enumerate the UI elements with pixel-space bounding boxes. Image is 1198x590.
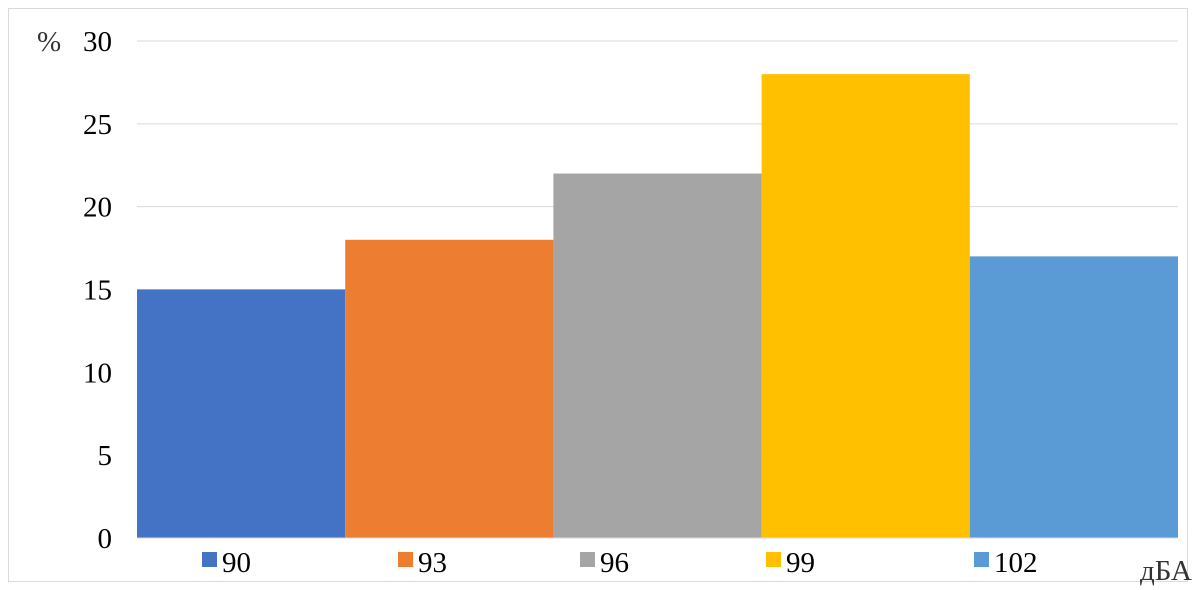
legend-label-102: 102 bbox=[994, 547, 1038, 579]
y-tick-label: 5 bbox=[98, 440, 113, 472]
y-tick-label: 30 bbox=[83, 26, 112, 58]
x-axis-label: дБА bbox=[1140, 555, 1192, 587]
legend-swatch-90 bbox=[202, 552, 217, 567]
y-tick-label: 15 bbox=[83, 275, 112, 307]
bar-96 bbox=[553, 173, 762, 539]
legend-swatch-102 bbox=[974, 552, 989, 567]
y-tick-label: 10 bbox=[83, 357, 112, 389]
legend-label-96: 96 bbox=[600, 547, 629, 579]
legend-label-99: 99 bbox=[786, 547, 815, 579]
bars bbox=[137, 74, 1178, 539]
legend-label-90: 90 bbox=[222, 547, 251, 579]
y-tick-label: 0 bbox=[98, 523, 113, 555]
legend-swatch-99 bbox=[766, 552, 781, 567]
legend: 90 93 96 99 102 bbox=[202, 547, 1038, 579]
y-tick-label: 20 bbox=[83, 192, 112, 224]
legend-swatch-96 bbox=[580, 552, 595, 567]
bar-102 bbox=[969, 256, 1178, 538]
y-tick-label: 25 bbox=[83, 109, 112, 141]
legend-swatch-93 bbox=[398, 552, 413, 567]
y-axis-label: % bbox=[37, 26, 61, 58]
y-axis-ticks: 0 5 10 15 20 25 30 bbox=[83, 26, 112, 555]
bar-90 bbox=[137, 289, 346, 538]
legend-label-93: 93 bbox=[418, 547, 447, 579]
bar-93 bbox=[345, 239, 554, 539]
bar-99 bbox=[761, 74, 970, 538]
